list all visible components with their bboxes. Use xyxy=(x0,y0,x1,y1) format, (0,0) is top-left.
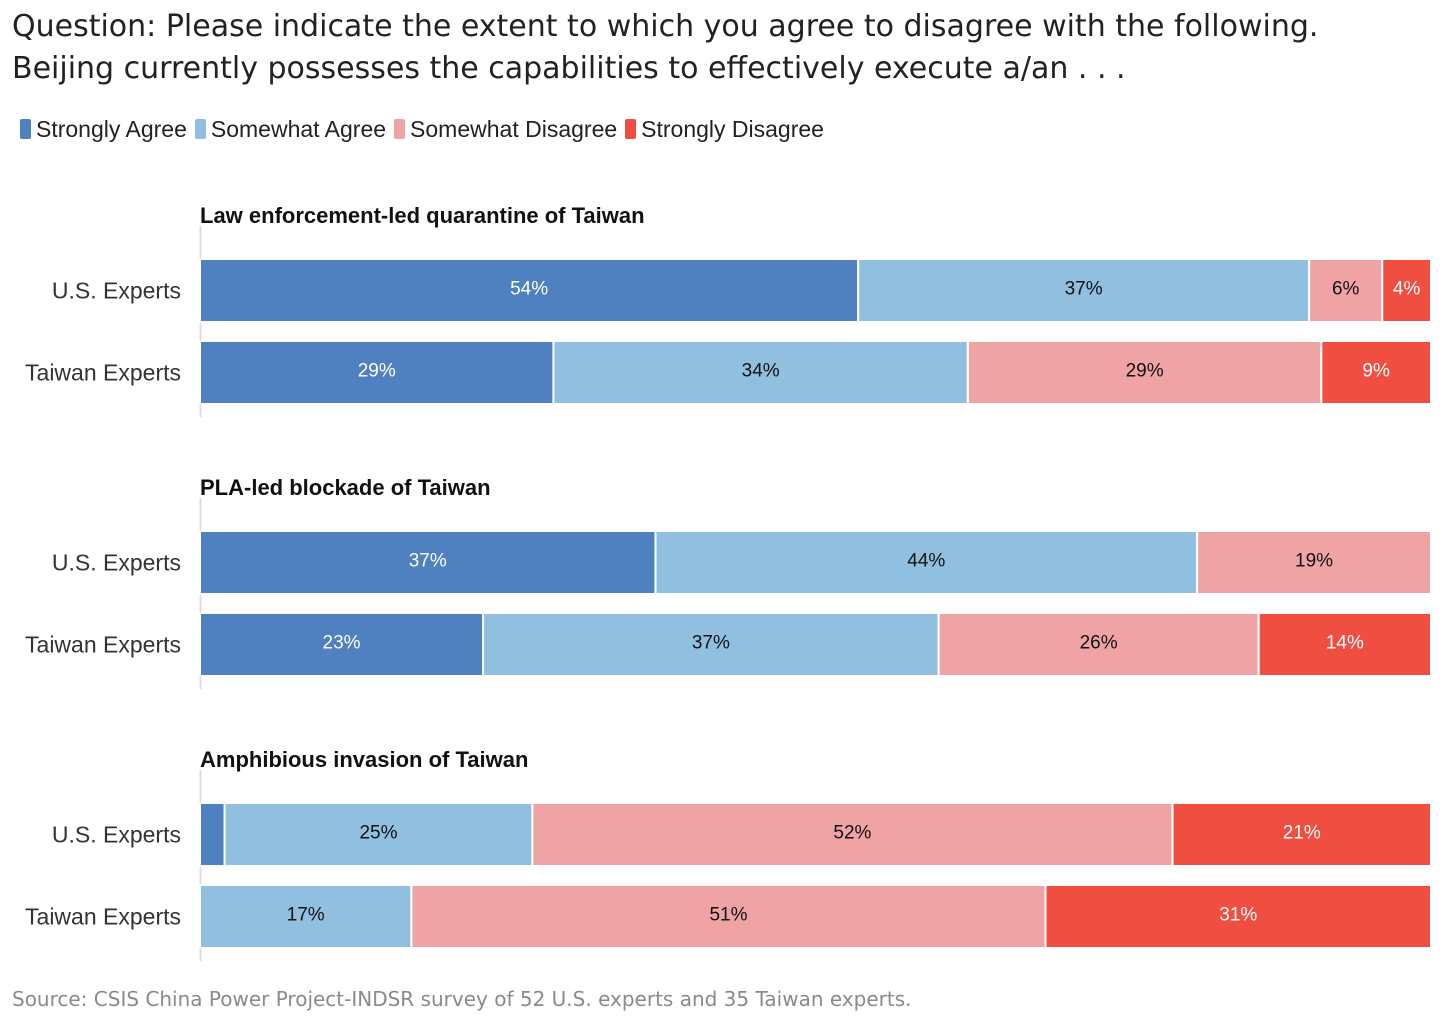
data-label-law-enforcement-led-quarantine-of-taiwan-u-s-experts-strongly-agree: 54% xyxy=(510,279,548,300)
bar-segment-amphibious-invasion-of-taiwan-u-s-experts-strongly-agree xyxy=(199,802,226,867)
bar-segment-law-enforcement-led-quarantine-of-taiwan-u-s-experts-somewhat-agree xyxy=(857,258,1311,323)
question-line-1: Question: Please indicate the extent to … xyxy=(12,9,1319,44)
data-label-amphibious-invasion-of-taiwan-taiwan-experts-somewhat-disagree: 51% xyxy=(709,905,747,926)
data-label-law-enforcement-led-quarantine-of-taiwan-taiwan-experts-somewhat-disagree: 29% xyxy=(1126,361,1164,382)
row-label-taiwan-experts: Taiwan Experts xyxy=(25,360,181,386)
bar-segment-pla-led-blockade-of-taiwan-u-s-experts-strongly-agree xyxy=(199,530,657,595)
bar-segment-law-enforcement-led-quarantine-of-taiwan-taiwan-experts-somewhat-agree xyxy=(552,340,969,405)
data-label-amphibious-invasion-of-taiwan-taiwan-experts-somewhat-agree: 17% xyxy=(287,905,325,926)
bar-segment-pla-led-blockade-of-taiwan-u-s-experts-somewhat-disagree xyxy=(1196,530,1432,595)
legend-swatch-somewhat-agree xyxy=(194,119,206,139)
data-label-law-enforcement-led-quarantine-of-taiwan-u-s-experts-strongly-disagree: 4% xyxy=(1393,279,1421,300)
data-label-law-enforcement-led-quarantine-of-taiwan-taiwan-experts-strongly-disagree: 9% xyxy=(1362,361,1390,382)
legend-swatch-strongly-agree xyxy=(20,119,31,139)
bar-segment-law-enforcement-led-quarantine-of-taiwan-taiwan-experts-strongly-disagree xyxy=(1320,340,1432,405)
data-label-law-enforcement-led-quarantine-of-taiwan-taiwan-experts-somewhat-agree: 34% xyxy=(742,361,780,382)
bar-segment-amphibious-invasion-of-taiwan-taiwan-experts-somewhat-disagree xyxy=(410,884,1047,949)
data-label-pla-led-blockade-of-taiwan-taiwan-experts-somewhat-disagree: 26% xyxy=(1080,633,1118,654)
legend-item-somewhat-disagree: Somewhat Disagree xyxy=(394,116,617,143)
bar-segment-amphibious-invasion-of-taiwan-u-s-experts-strongly-disagree xyxy=(1171,802,1432,867)
data-label-pla-led-blockade-of-taiwan-u-s-experts-somewhat-disagree: 19% xyxy=(1295,551,1333,572)
legend-item-strongly-agree: Strongly Agree xyxy=(20,116,187,143)
legend-item-somewhat-agree: Somewhat Agree xyxy=(194,115,387,143)
bar-segment-pla-led-blockade-of-taiwan-taiwan-experts-strongly-disagree xyxy=(1257,612,1433,677)
data-label-amphibious-invasion-of-taiwan-u-s-experts-somewhat-disagree: 52% xyxy=(833,823,871,844)
bar-segment-law-enforcement-led-quarantine-of-taiwan-u-s-experts-strongly-agree xyxy=(199,258,860,323)
bar-segment-pla-led-blockade-of-taiwan-taiwan-experts-somewhat-disagree xyxy=(937,612,1260,677)
legend-label-strongly-disagree: Strongly Disagree xyxy=(641,115,824,142)
question-text: Question: Please indicate the extent to … xyxy=(12,6,1442,90)
data-label-pla-led-blockade-of-taiwan-u-s-experts-somewhat-agree: 44% xyxy=(907,551,945,572)
data-label-pla-led-blockade-of-taiwan-taiwan-experts-somewhat-agree: 37% xyxy=(692,633,730,654)
bar-segment-law-enforcement-led-quarantine-of-taiwan-taiwan-experts-somewhat-disagree xyxy=(966,340,1323,405)
legend-item-strongly-disagree: Strongly Disagree xyxy=(625,116,824,143)
panel-title-pla-led-blockade-of-taiwan: PLA-led blockade of Taiwan xyxy=(200,475,491,500)
source-note: Source: CSIS China Power Project-INDSR s… xyxy=(12,987,912,1011)
bar-segment-amphibious-invasion-of-taiwan-u-s-experts-somewhat-disagree xyxy=(531,802,1174,867)
data-label-law-enforcement-led-quarantine-of-taiwan-u-s-experts-somewhat-agree: 37% xyxy=(1065,279,1103,300)
legend-label-strongly-agree: Strongly Agree xyxy=(36,115,187,142)
bar-segment-amphibious-invasion-of-taiwan-taiwan-experts-somewhat-agree xyxy=(199,884,413,949)
chart-legend: Strongly Agree Somewhat Agree Somewhat D… xyxy=(20,114,832,144)
panel-title-amphibious-invasion-of-taiwan: Amphibious invasion of Taiwan xyxy=(200,747,528,772)
legend-label-somewhat-agree: Somewhat Agree xyxy=(210,115,387,142)
data-label-pla-led-blockade-of-taiwan-u-s-experts-strongly-agree: 37% xyxy=(409,551,447,572)
row-label-taiwan-experts: Taiwan Experts xyxy=(25,904,181,930)
row-label-u-s-experts: U.S. Experts xyxy=(52,822,181,848)
panel-title-law-enforcement-led-quarantine-of-taiwan: Law enforcement-led quarantine of Taiwan xyxy=(200,203,645,228)
data-label-pla-led-blockade-of-taiwan-taiwan-experts-strongly-disagree: 14% xyxy=(1326,633,1364,654)
data-label-pla-led-blockade-of-taiwan-taiwan-experts-strongly-agree: 23% xyxy=(323,633,361,654)
bar-segment-law-enforcement-led-quarantine-of-taiwan-taiwan-experts-strongly-agree xyxy=(199,340,555,405)
row-label-taiwan-experts: Taiwan Experts xyxy=(25,632,181,658)
bar-segment-law-enforcement-led-quarantine-of-taiwan-u-s-experts-strongly-disagree xyxy=(1381,258,1433,323)
data-label-law-enforcement-led-quarantine-of-taiwan-taiwan-experts-strongly-agree: 29% xyxy=(358,361,396,382)
data-label-amphibious-invasion-of-taiwan-u-s-experts-somewhat-agree: 25% xyxy=(359,823,397,844)
bar-segment-amphibious-invasion-of-taiwan-u-s-experts-somewhat-agree xyxy=(223,802,534,867)
data-label-law-enforcement-led-quarantine-of-taiwan-u-s-experts-somewhat-disagree: 6% xyxy=(1332,279,1360,300)
data-label-amphibious-invasion-of-taiwan-taiwan-experts-strongly-disagree: 31% xyxy=(1219,905,1257,926)
bar-segment-pla-led-blockade-of-taiwan-u-s-experts-somewhat-agree xyxy=(654,530,1199,595)
question-line-2: Beijing currently possesses the capabili… xyxy=(12,51,1126,86)
legend-label-somewhat-disagree: Somewhat Disagree xyxy=(410,115,618,142)
row-label-u-s-experts: U.S. Experts xyxy=(52,550,181,576)
legend-swatch-strongly-disagree xyxy=(625,119,637,139)
row-label-u-s-experts: U.S. Experts xyxy=(52,278,181,304)
data-label-amphibious-invasion-of-taiwan-u-s-experts-strongly-disagree: 21% xyxy=(1283,823,1321,844)
bar-segment-amphibious-invasion-of-taiwan-taiwan-experts-strongly-disagree xyxy=(1044,884,1433,949)
legend-swatch-somewhat-disagree xyxy=(394,119,406,139)
